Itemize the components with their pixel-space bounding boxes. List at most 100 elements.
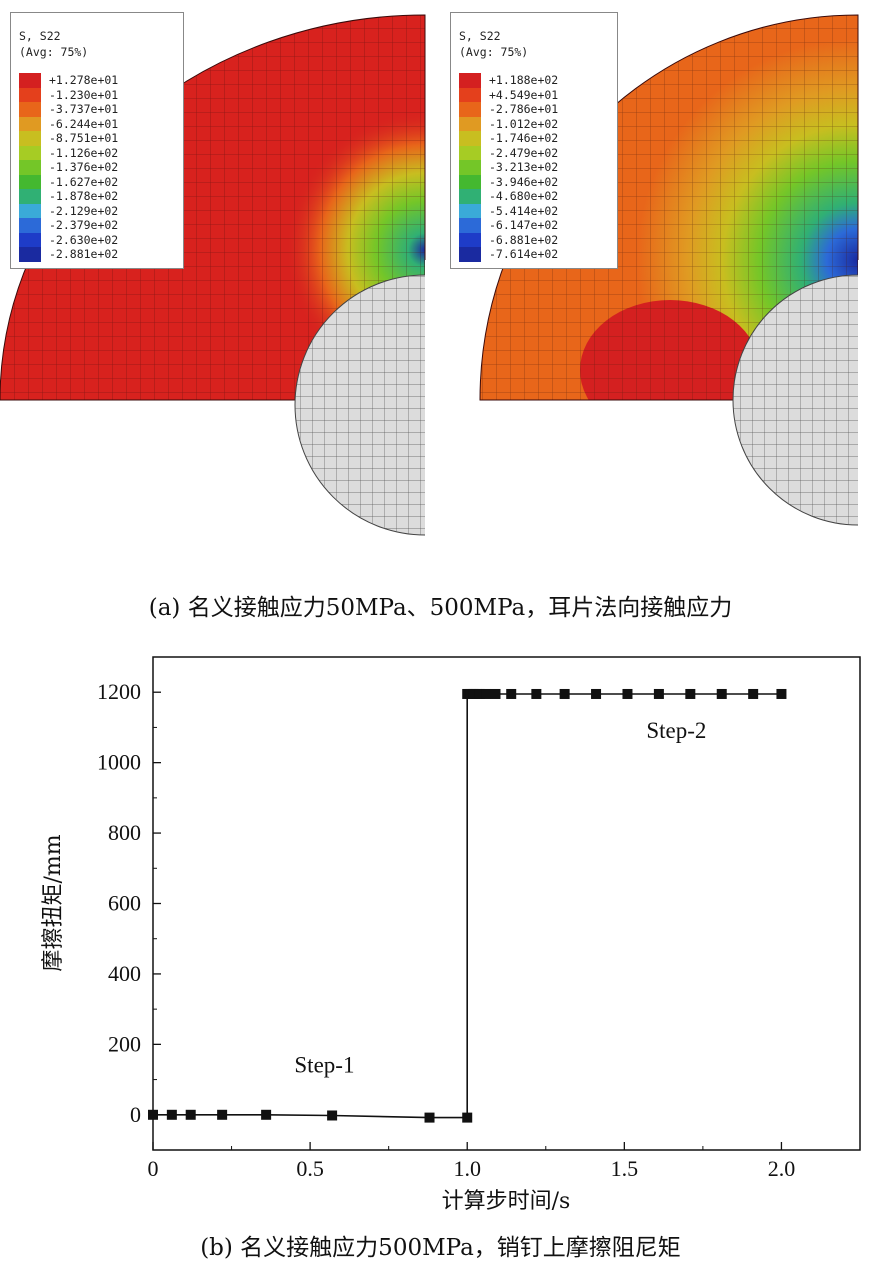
- figure-b-caption: (b) 名义接触应力500MPa，销钉上摩擦阻尼矩: [200, 1235, 681, 1261]
- legend-left-row: -8.751e+01: [19, 131, 118, 146]
- legend-left-value: -2.129e+02: [49, 203, 119, 218]
- legend-right-row: -3.946e+02: [459, 174, 559, 189]
- legend-right-value: -5.414e+02: [489, 203, 559, 218]
- legend-left-value: -8.751e+01: [49, 131, 119, 146]
- data-point: [490, 688, 501, 699]
- legend-swatch: [19, 232, 41, 247]
- torque-chart: 0 0.5 1.0 1.5 2.0 0 200 400 600 800 1000 1200 Step-…: [41, 656, 861, 1214]
- legend-right-row: -6.147e+02: [459, 218, 558, 233]
- x-tick-label: 0.5: [296, 1156, 324, 1181]
- legend-right-value: -4.680e+02: [489, 189, 559, 204]
- legend-swatch: [459, 102, 481, 117]
- y-tick-label: 800: [108, 820, 141, 845]
- legend-left-row: -1.878e+02: [19, 189, 118, 204]
- legend-left-value: -2.630e+02: [49, 232, 119, 247]
- legend-swatch: [19, 247, 41, 262]
- legend-left-row: -6.244e+01: [19, 116, 119, 131]
- legend-right-value: -1.746e+02: [489, 131, 559, 146]
- legend-left-value: -6.244e+01: [49, 116, 119, 131]
- legend-left: S, S22 (Avg: 75%) +1.278e+01 -1.230e+01 …: [10, 12, 184, 269]
- data-point: [559, 688, 570, 699]
- legend-left-row: +1.278e+01: [19, 73, 118, 88]
- legend-right-row: -2.479e+02: [459, 145, 558, 160]
- legend-right-row: -1.746e+02: [459, 131, 558, 146]
- legend-swatch: [459, 247, 481, 262]
- data-point: [653, 688, 664, 699]
- legend-left-value: -3.737e+01: [49, 102, 119, 117]
- legend-left-row: -2.379e+02: [19, 218, 118, 233]
- legend-right-value: +1.188e+02: [489, 73, 559, 88]
- legend-right-row: -5.414e+02: [459, 203, 559, 218]
- data-point: [506, 688, 517, 699]
- legend-left-value: -1.230e+01: [49, 87, 119, 102]
- legend-right-value: -6.881e+02: [489, 232, 559, 247]
- x-tick-label: 1.5: [611, 1156, 639, 1181]
- legend-right-value: -3.213e+02: [489, 160, 559, 175]
- series-line: [153, 693, 782, 1119]
- legend-right-title-2: (Avg: 75%): [459, 45, 529, 59]
- y-tick-label: 1200: [97, 679, 141, 704]
- legend-swatch: [19, 203, 41, 218]
- legend-right-row: -6.881e+02: [459, 232, 559, 247]
- legend-swatch: [459, 131, 481, 146]
- data-point: [185, 1109, 196, 1120]
- legend-left-value: +1.278e+01: [49, 73, 119, 88]
- legend-left-row: -1.376e+02: [19, 160, 118, 175]
- step-annotation: Step-2: [646, 718, 706, 743]
- legend-right-value: -3.946e+02: [489, 174, 559, 189]
- legend-left-value: -1.126e+02: [49, 145, 119, 160]
- legend-swatch: [459, 116, 481, 131]
- data-point: [148, 1109, 158, 1120]
- legend-right-row: -3.213e+02: [459, 160, 558, 175]
- data-point: [261, 1109, 272, 1120]
- legend-left-row: -1.627e+02: [19, 174, 119, 189]
- legend-right-row: +4.549e+01: [459, 87, 558, 102]
- legend-swatch: [459, 189, 481, 204]
- legend-swatch: [459, 218, 481, 233]
- legend-swatch: [459, 73, 481, 88]
- data-point: [481, 688, 492, 699]
- legend-swatch: [459, 87, 481, 102]
- axis-tick-labels: 0 0.5 1.0 1.5 2.0 0 200 400 600 800 1000 1200: [97, 679, 795, 1181]
- data-point: [622, 688, 633, 699]
- data-point: [748, 688, 759, 699]
- legend-left-value: -1.627e+02: [49, 174, 119, 189]
- chart-annotations: Step-1 Step-2: [294, 718, 706, 1078]
- legend-right: S, S22 (Avg: 75%) +1.188e+02 +4.549e+01 …: [450, 12, 618, 269]
- legend-left-value: -2.379e+02: [49, 218, 119, 233]
- legend-swatch: [19, 145, 41, 160]
- legend-right-row: -4.680e+02: [459, 189, 558, 204]
- fea-contour-left: S, S22 (Avg: 75%) +1.278e+01 -1.230e+01 …: [0, 0, 556, 540]
- data-point: [462, 1112, 473, 1123]
- legend-swatch: [19, 131, 41, 146]
- data-point: [685, 688, 696, 699]
- legend-left-row: -2.129e+02: [19, 203, 119, 218]
- data-point: [474, 688, 485, 699]
- legend-swatch: [19, 218, 41, 233]
- fea-contour-right: S, S22 (Avg: 75%) +1.188e+02 +4.549e+01 …: [440, 0, 881, 540]
- legend-left-title-1: S, S22: [19, 29, 61, 43]
- y-tick-label: 600: [108, 891, 141, 916]
- legend-swatch: [459, 145, 481, 160]
- data-point: [327, 1110, 338, 1121]
- legend-right-row: -2.786e+01: [459, 102, 558, 117]
- y-tick-label: 1000: [97, 750, 141, 775]
- step-annotation: Step-1: [294, 1053, 354, 1078]
- data-point: [776, 688, 787, 699]
- legend-left-row: -1.230e+01: [19, 87, 119, 102]
- y-axis-label: 摩擦扭矩/mm: [41, 834, 66, 971]
- data-point: [166, 1109, 177, 1120]
- y-tick-label: 0: [130, 1102, 141, 1127]
- legend-swatch: [19, 116, 41, 131]
- legend-swatch: [19, 189, 41, 204]
- legend-right-row: +1.188e+02: [459, 73, 558, 88]
- legend-swatch: [459, 203, 481, 218]
- legend-swatch: [19, 87, 41, 102]
- legend-right-title-1: S, S22: [459, 29, 501, 43]
- legend-left-row: -2.881e+02: [19, 247, 118, 262]
- legend-left-value: -1.376e+02: [49, 160, 119, 175]
- legend-left-value: -2.881e+02: [49, 247, 119, 262]
- data-point: [217, 1109, 228, 1120]
- legend-right-value: -7.614e+02: [489, 247, 559, 262]
- legend-right-value: -6.147e+02: [489, 218, 559, 233]
